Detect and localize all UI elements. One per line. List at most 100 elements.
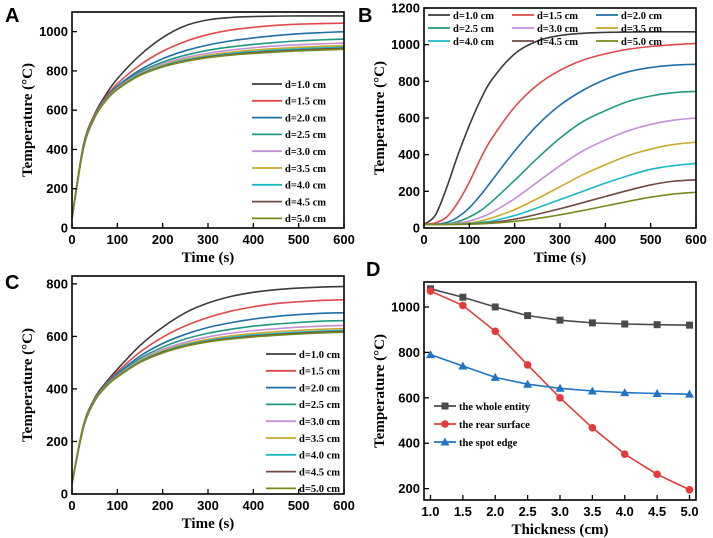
x-tick-label: 2.5 [519,504,537,519]
x-tick-label: 3.0 [551,504,569,519]
series-line-8 [423,191,697,226]
legend-label: d=2.0 cm [285,113,326,124]
y-tick-label: 800 [398,74,420,89]
data-point-1-1 [459,301,467,310]
data-point-0-8 [686,321,694,329]
legend: the whole entity the rear surface the spot… [434,402,531,449]
y-tick-label: 400 [46,142,68,157]
x-tick-label: 1.5 [454,504,472,519]
x-tick-label: 500 [640,232,662,247]
data-point-0-6 [621,320,629,328]
legend-label: the whole entity [459,402,531,413]
data-point-0-7 [653,321,661,329]
x-tick-label: 600 [333,232,355,247]
x-tick-label: 2.0 [486,504,504,519]
series-line-1 [423,42,697,226]
y-axis-title: Temperature (°C) [20,63,36,177]
legend-label: d=1.0 cm [453,11,494,22]
legend-label: d=3.5 cm [285,164,326,175]
legend-label: d=1.5 cm [285,97,326,108]
x-axis-title: Time (s) [534,250,587,266]
panel-a: A 0 100 200 300 400 500 600 0 200 400 600 800 1000 Tim… [5,5,355,266]
y-tick-label: 1000 [39,24,68,39]
x-axis-title: Thickness (cm) [511,522,608,538]
legend-label: d=2.5 cm [299,400,340,411]
data-point-1-8 [685,485,694,494]
legend-label: d=3.0 cm [285,147,326,158]
series-line-2 [423,63,697,226]
panel-c: C 0 100 200 300 400 500 600 0 200 400 600 800 Time (s… [5,272,355,532]
y-axis-title: Temperature (°C) [372,61,388,175]
legend-label: d=5.0 cm [299,484,340,495]
series-line-0 [423,31,696,225]
legend-label: d=4.5 cm [299,467,340,478]
legend-label: d=3.5 cm [299,434,340,445]
data-point-1-5 [588,423,597,432]
data-point-2-1 [458,361,468,370]
legend-label: d=4.5 cm [285,197,326,208]
data-point-2-3 [523,379,533,388]
data-point-1-6 [620,450,629,458]
x-tick-label: 300 [549,232,571,247]
data-point-2-8 [685,389,695,398]
legend-label: d=1.0 cm [299,350,340,361]
y-tick-label: 200 [46,434,68,449]
data-point-1-4 [556,394,564,402]
x-tick-label: 600 [333,498,355,513]
x-tick-label: 300 [197,498,219,513]
legend-label: d=1.0 cm [285,80,326,91]
x-tick-label: 5.0 [680,504,698,519]
legend: d=1.0 cm d=1.5 cm d=2.0 cm d=2.5 cm d=3.0 cm… [266,350,340,495]
x-tick-label: 200 [504,232,526,247]
legend-marker [441,402,449,410]
legend-label: d=1.5 cm [299,367,340,378]
legend-label: d=2.0 cm [621,11,662,22]
data-point-1-3 [523,361,532,369]
data-point-0-2 [491,303,499,311]
legend-label: the rear surface [459,420,530,431]
legend-label: d=3.5 cm [621,24,662,35]
x-tick-label: 4.0 [616,504,634,519]
y-tick-label: 800 [398,345,420,360]
x-tick-label: 200 [152,232,174,247]
panel-d: D 1.0 1.5 2.0 2.5 3.0 3.5 4.0 4.5 5.0 200 400 600 800… [366,259,699,538]
legend-label: d=4.0 cm [285,181,326,192]
x-tick-label: 0 [420,232,427,247]
x-axis-title: Time (s) [182,250,235,266]
legend-marker [440,437,450,446]
data-point-2-6 [620,388,630,397]
y-tick-label: 200 [398,481,420,496]
panel-label: B [358,5,372,27]
panel-b: B 0 100 200 300 400 500 600 0 200 400 600 800 1000 120… [358,1,707,267]
legend-label: d=4.0 cm [299,451,340,462]
data-point-2-5 [587,386,597,395]
y-tick-label: 200 [46,181,68,196]
y-tick-label: 600 [46,329,68,344]
panel-label: D [366,259,380,281]
panel-label: A [5,5,19,27]
legend-marker [441,420,449,428]
legend-label: d=3.0 cm [537,24,578,35]
data-point-0-5 [588,319,596,327]
x-tick-label: 200 [152,498,174,513]
x-axis-title: Time (s) [182,516,235,532]
data-point-2-0 [425,350,435,359]
x-tick-label: 500 [288,498,310,513]
legend-label: d=5.0 cm [285,214,326,225]
y-tick-label: 0 [61,221,68,236]
x-tick-label: 4.5 [648,504,666,519]
x-tick-label: 100 [106,232,128,247]
legend-label: d=5.0 cm [621,37,662,48]
legend-label: the spot edge [459,438,518,449]
y-tick-label: 0 [61,487,68,502]
x-tick-label: 300 [197,232,219,247]
y-tick-label: 400 [398,147,420,162]
y-tick-label: 1000 [391,37,420,52]
y-tick-label: 1200 [391,1,420,16]
data-point-0-4 [556,316,564,324]
series-line-8 [71,331,345,484]
data-point-1-0 [426,287,435,295]
y-tick-label: 1000 [391,299,420,314]
x-tick-label: 100 [458,232,480,247]
